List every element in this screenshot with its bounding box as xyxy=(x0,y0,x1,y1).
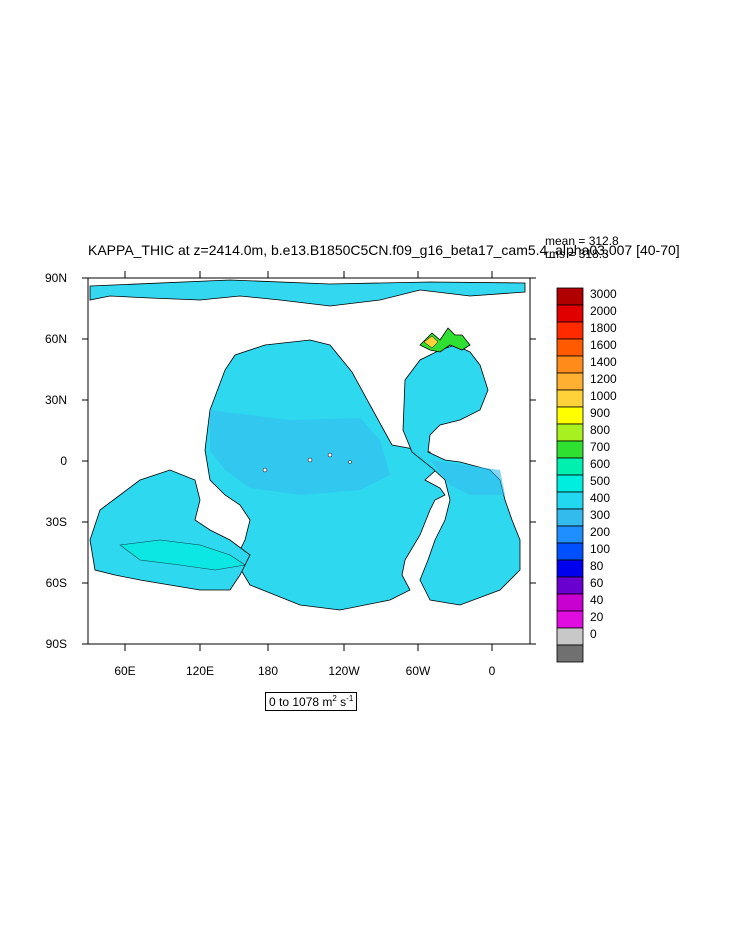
colorbar-label: 700 xyxy=(590,440,611,454)
colorbar-swatch xyxy=(556,440,584,459)
colorbar-label: 3000 xyxy=(590,287,617,301)
colorbar-label: 40 xyxy=(590,593,604,607)
colorbar-swatch xyxy=(556,508,584,527)
colorbar-swatch xyxy=(556,321,584,340)
range-label: 0 to 1078 m2 s-1 xyxy=(265,692,358,711)
colorbar-swatch xyxy=(556,474,584,493)
lon-label: 60E xyxy=(114,664,136,678)
colorbar-label: 900 xyxy=(590,406,611,420)
colorbar-swatch xyxy=(556,372,584,391)
colorbar-swatch xyxy=(556,525,584,544)
lat-label: 90S xyxy=(45,637,67,651)
colorbar-label: 200 xyxy=(590,525,611,539)
colorbar-label: 1400 xyxy=(590,355,617,369)
axis-ticks xyxy=(82,271,536,651)
colorbar-swatch xyxy=(556,491,584,510)
colorbar-label: 1200 xyxy=(590,372,617,386)
lon-label: 120W xyxy=(328,664,360,678)
colorbar-swatch xyxy=(556,593,584,612)
colorbar-swatch xyxy=(556,644,584,663)
colorbar-swatch xyxy=(556,576,584,595)
colorbar-swatch xyxy=(556,338,584,357)
mean-stat: mean = 312.8 xyxy=(545,234,619,248)
lat-label: 60N xyxy=(44,332,67,346)
colorbar-label: 800 xyxy=(590,423,611,437)
colorbar-label: 0 xyxy=(590,627,597,641)
lon-label: 120E xyxy=(185,664,215,678)
colorbar-swatch xyxy=(556,406,584,425)
plot-title: KAPPA_THIC at z=2414.0m, b.e13.B1850C5CN… xyxy=(88,242,680,258)
colorbar-swatch xyxy=(556,627,584,646)
colorbar-label: 1000 xyxy=(590,389,617,403)
colorbar-label: 600 xyxy=(590,457,611,471)
colorbar xyxy=(556,287,584,663)
colorbar-label: 60 xyxy=(590,576,604,590)
lat-label: 60S xyxy=(45,576,67,590)
colorbar-label: 2000 xyxy=(590,304,617,318)
colorbar-swatch xyxy=(556,559,584,578)
lat-label: 90N xyxy=(44,271,67,285)
colorbar-swatch xyxy=(556,610,584,629)
colorbar-label: 300 xyxy=(590,508,611,522)
colorbar-swatch xyxy=(556,304,584,323)
colorbar-swatch xyxy=(556,423,584,442)
colorbar-swatch xyxy=(556,542,584,561)
colorbar-label: 100 xyxy=(590,542,611,556)
lat-label: 30N xyxy=(44,393,67,407)
colorbar-swatch xyxy=(556,457,584,476)
lon-label: 60W xyxy=(405,664,431,678)
rms-stat: rms = 318.3 xyxy=(545,247,609,261)
colorbar-label: 500 xyxy=(590,474,611,488)
colorbar-label: 20 xyxy=(590,610,604,624)
lon-label: 180 xyxy=(257,664,279,678)
ocean-field xyxy=(88,278,530,644)
colorbar-label: 400 xyxy=(590,491,611,505)
colorbar-swatch xyxy=(556,389,584,408)
lat-label: 0 xyxy=(60,454,67,468)
lat-label: 30S xyxy=(45,515,67,529)
colorbar-swatch xyxy=(556,355,584,374)
colorbar-label: 80 xyxy=(590,559,604,573)
lon-label: 0 xyxy=(488,664,496,678)
colorbar-label: 1600 xyxy=(590,338,617,352)
colorbar-label: 1800 xyxy=(590,321,617,335)
colorbar-swatch xyxy=(556,287,584,306)
